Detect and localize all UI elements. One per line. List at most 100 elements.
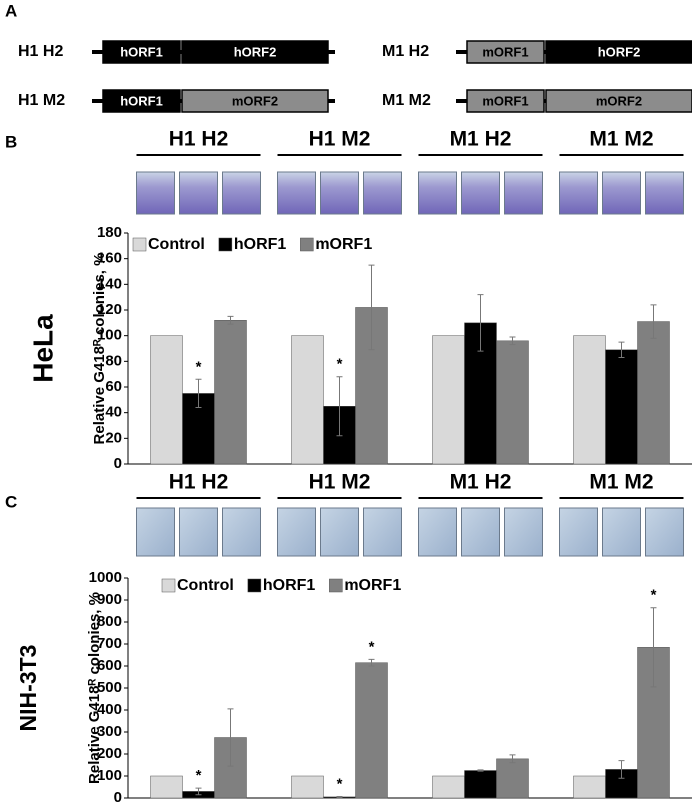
- construct-segment: [545, 89, 692, 113]
- construct-segment: [466, 89, 545, 113]
- error-bar: [368, 264, 375, 351]
- y-tick-label: 160: [97, 250, 122, 267]
- significance-label: *: [196, 358, 202, 375]
- photo: [461, 171, 500, 215]
- error-bar: [650, 607, 657, 688]
- y-tick-label: 800: [97, 613, 122, 630]
- photo: [222, 171, 261, 215]
- group-header: H1 M2: [309, 471, 371, 494]
- photo: [136, 171, 175, 215]
- legend-label: hORF1: [263, 577, 316, 594]
- y-tick-label: 1000: [89, 569, 122, 586]
- y-tick-label: 120: [97, 301, 122, 318]
- significance-label: *: [196, 767, 202, 784]
- legend-swatch: [161, 578, 176, 593]
- y-tick-label: 0: [114, 789, 122, 805]
- group-header: H1 H2: [169, 128, 229, 151]
- legend-swatch: [132, 237, 147, 252]
- photo: [504, 171, 543, 215]
- error-bar: [477, 294, 484, 352]
- bar: [291, 775, 324, 799]
- legend-label: hORF1: [234, 236, 287, 253]
- significance-label: *: [369, 638, 375, 655]
- photo: [504, 507, 543, 557]
- photo: [461, 507, 500, 557]
- bar: [496, 340, 529, 465]
- y-tick-label: 100: [97, 767, 122, 784]
- error-bar: [618, 760, 625, 779]
- error-bar: [336, 376, 343, 437]
- bar: [432, 335, 465, 465]
- legend-label: mORF1: [315, 236, 372, 253]
- significance-label: *: [651, 587, 657, 604]
- photo: [602, 171, 641, 215]
- y-tick-label: 60: [105, 378, 122, 395]
- legend-swatch: [247, 578, 262, 593]
- bar: [150, 775, 183, 799]
- group-header: M1 M2: [589, 128, 653, 151]
- legend-swatch: [218, 237, 233, 252]
- significance-label: *: [337, 775, 343, 792]
- legend-label: Control: [148, 236, 205, 253]
- construct-segment-label: mORF1: [482, 93, 528, 108]
- y-tick-label: 80: [105, 352, 122, 369]
- bar: [496, 758, 529, 799]
- construct-segment: [545, 40, 692, 64]
- error-bar: [227, 708, 234, 767]
- construct-label: M1 H2: [382, 43, 429, 60]
- bar: [637, 321, 670, 465]
- y-tick-label: 0: [114, 455, 122, 472]
- legend-label: Control: [177, 577, 234, 594]
- y-axis-title: Relative G418ᴿ colonies, %: [86, 592, 103, 784]
- error-bar: [650, 304, 657, 339]
- bar: [432, 775, 465, 799]
- photo: [179, 171, 218, 215]
- y-axis-title: Relative G418ᴿ colonies, %: [91, 253, 108, 445]
- photo: [559, 171, 598, 215]
- construct-segment: [102, 89, 181, 113]
- error-bar: [618, 341, 625, 358]
- error-bar: [336, 795, 343, 798]
- photo: [602, 507, 641, 557]
- bar: [150, 335, 183, 465]
- photo: [645, 171, 684, 215]
- y-tick-label: 180: [97, 224, 122, 241]
- bar: [464, 770, 497, 799]
- bar: [573, 775, 606, 799]
- photo: [277, 171, 316, 215]
- photo: [222, 507, 261, 557]
- error-bar: [368, 658, 375, 667]
- photo: [136, 507, 175, 557]
- legend-swatch: [300, 237, 314, 252]
- bar: [291, 335, 324, 465]
- error-bar: [195, 787, 202, 796]
- photo: [320, 171, 359, 215]
- photo: [418, 507, 457, 557]
- construct-segment: [181, 40, 329, 64]
- error-bar: [227, 315, 234, 325]
- panel-label: A: [5, 1, 17, 20]
- construct-label: H1 M2: [18, 92, 65, 109]
- error-bar: [477, 769, 484, 772]
- error-bar: [195, 378, 202, 409]
- construct-segment-label: hORF1: [120, 44, 163, 59]
- photo: [363, 171, 402, 215]
- bar: [355, 662, 388, 799]
- bar: [214, 320, 247, 465]
- y-tick-label: 600: [97, 657, 122, 674]
- side-label: HeLa: [27, 314, 58, 383]
- group-header: M1 H2: [450, 128, 512, 151]
- group-header: H1 M2: [309, 128, 371, 151]
- construct-label: M1 M2: [382, 92, 431, 109]
- y-tick-label: 500: [97, 679, 122, 696]
- legend-swatch: [329, 578, 343, 593]
- side-label: NIH-3T3: [15, 645, 41, 732]
- group-header: M1 M2: [589, 471, 653, 494]
- y-tick-label: 40: [105, 404, 122, 421]
- photo: [418, 171, 457, 215]
- y-tick-label: 20: [105, 429, 122, 446]
- y-tick-label: 900: [97, 591, 122, 608]
- group-header: M1 H2: [450, 471, 512, 494]
